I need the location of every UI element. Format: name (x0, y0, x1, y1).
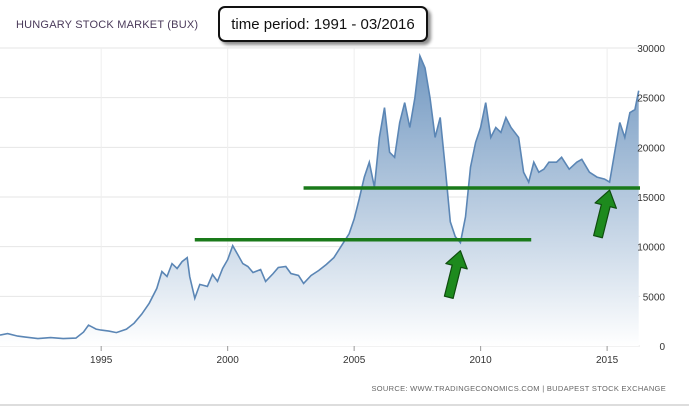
arrow-annotations (443, 189, 618, 299)
x-axis-ticks: 1995 2000 2005 2010 2015 (90, 346, 619, 366)
arrow-annotation (443, 250, 468, 299)
chart-source: SOURCE: WWW.TRADINGECONOMICS.COM | BUDAP… (371, 384, 666, 393)
y-axis-ticks: 0 5000 10000 15000 20000 25000 30000 (637, 44, 665, 353)
series-line (0, 52, 640, 340)
y-tick-label: 15000 (637, 193, 665, 204)
y-tick-label: 5000 (643, 292, 666, 303)
y-tick-label: 0 (659, 342, 665, 353)
chart-title: HUNGARY STOCK MARKET (BUX) (16, 19, 198, 31)
arrow-annotation (593, 189, 618, 239)
time-period-label: time period: 1991 - 03/2016 (231, 15, 415, 33)
y-tick-label: 30000 (637, 44, 665, 55)
y-tick-label: 25000 (637, 94, 665, 105)
x-tick-label: 2015 (596, 355, 619, 366)
arrow-up-icon (593, 189, 618, 239)
x-tick-label: 2000 (217, 355, 240, 366)
series-area (0, 55, 639, 347)
support-lines (194, 186, 640, 242)
time-period-callout: time period: 1991 - 03/2016 (218, 6, 428, 42)
x-tick-label: 1995 (90, 355, 113, 366)
x-tick-label: 2005 (343, 355, 366, 366)
arrow-up-icon (443, 250, 468, 299)
y-tick-label: 20000 (637, 143, 665, 154)
y-tick-label: 10000 (637, 243, 665, 254)
x-tick-label: 2010 (470, 355, 493, 366)
